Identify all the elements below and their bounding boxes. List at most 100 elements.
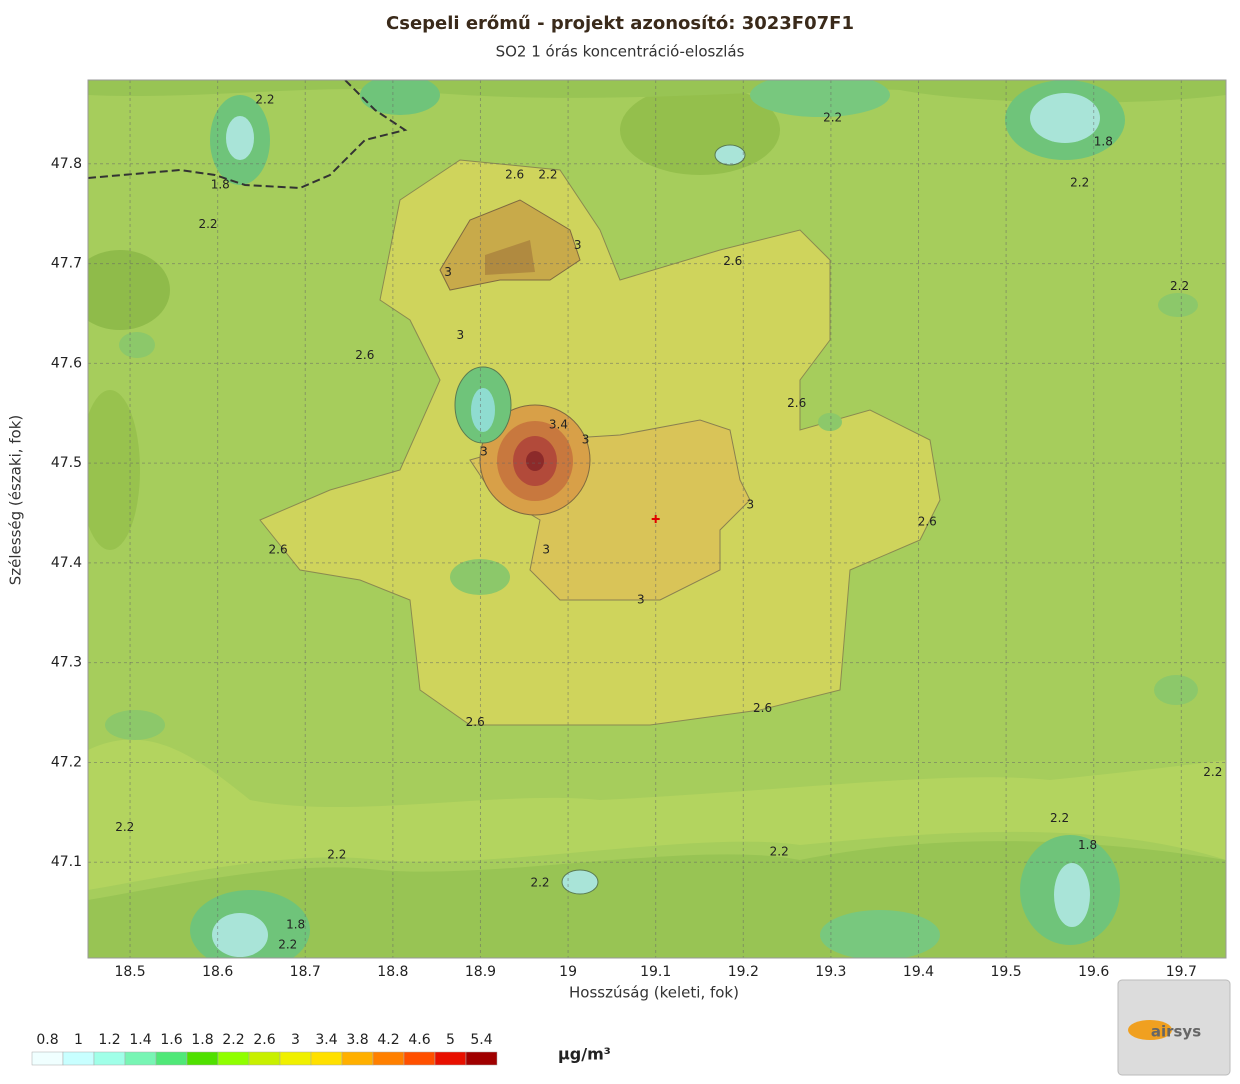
x-tick-label: 19.6 (1078, 964, 1109, 980)
source-marker (651, 515, 660, 523)
low-spot (360, 80, 440, 115)
legend-swatch (372, 1051, 405, 1066)
contour-label: 3 (637, 592, 645, 606)
contour-label: 2.6 (505, 167, 524, 181)
logo-cloud (1128, 1020, 1172, 1040)
contour-label: 2.2 (1203, 765, 1222, 779)
contour-label: 2.2 (530, 876, 549, 890)
legend-swatch (217, 1051, 250, 1066)
contour-label: 3 (542, 542, 550, 556)
legend-swatch (248, 1051, 281, 1066)
legend-label: 4.6 (408, 1032, 430, 1048)
low-spot (1030, 93, 1100, 143)
y-tick-label: 47.8 (51, 156, 82, 172)
legend-label: 1.4 (129, 1032, 151, 1048)
legend-label: 2.2 (222, 1032, 244, 1048)
legend-label: 3.4 (315, 1032, 337, 1048)
legend-swatch (341, 1051, 374, 1066)
legend-swatch (62, 1051, 95, 1066)
x-tick-label: 18.9 (465, 964, 496, 980)
y-axis-title: Szélesség (északi, fok) (7, 415, 25, 586)
low-spot (820, 910, 940, 958)
light-band (88, 739, 1226, 890)
x-tick-label: 19.7 (1166, 964, 1197, 980)
edge-band (88, 841, 1226, 958)
legend-swatch (124, 1051, 157, 1066)
low-spot (561, 869, 599, 895)
boundary-line (88, 80, 408, 190)
low-spot (212, 913, 268, 957)
legend-swatch (403, 1051, 436, 1066)
plot-frame (87, 79, 1227, 959)
contour-label: 2.6 (466, 715, 485, 729)
legend-label: 1.6 (160, 1032, 182, 1048)
low-spot (714, 144, 746, 166)
contour-label: 3 (574, 238, 582, 252)
contour-label: 2.2 (1050, 811, 1069, 825)
contour-label: 3 (444, 265, 452, 279)
low-spot (105, 710, 165, 740)
dark-patch (88, 250, 170, 330)
x-tick-label: 19.3 (815, 964, 846, 980)
legend-label: 4.2 (377, 1032, 399, 1048)
low-spot (450, 559, 510, 595)
logo-box (1117, 979, 1231, 1076)
legend-label: 5.4 (470, 1032, 492, 1048)
low-spot (1054, 863, 1090, 927)
contour-label: 2.2 (255, 92, 274, 106)
contour-label: 2.2 (770, 845, 789, 859)
dark-patch (88, 390, 140, 550)
y-tick-label: 47.2 (51, 754, 82, 770)
legend-label: 1.8 (191, 1032, 213, 1048)
contour-label: 2.2 (823, 110, 842, 124)
contour-label: 3.4 (549, 418, 568, 432)
contour-label: 2.2 (198, 217, 217, 231)
contour-label: 1.8 (211, 177, 230, 191)
y-tick-label: 47.3 (51, 655, 82, 671)
low-spot (119, 332, 155, 358)
x-tick-label: 19.5 (991, 964, 1022, 980)
legend-label: 1.2 (98, 1032, 120, 1048)
x-tick-label: 19.1 (640, 964, 671, 980)
contour-label: 1.8 (286, 918, 305, 932)
contour-label: 2.2 (115, 820, 134, 834)
x-tick-label: 18.7 (290, 964, 321, 980)
legend-swatch (155, 1051, 188, 1066)
y-tick-label: 47.7 (51, 256, 82, 272)
y-tick-label: 47.4 (51, 555, 82, 571)
contour-label: 3 (457, 328, 465, 342)
contour-label: 2.6 (753, 701, 772, 715)
logo-text: airsys (1151, 1023, 1201, 1041)
low-spot (818, 413, 842, 431)
contour-label: 1.8 (1078, 838, 1097, 852)
contour-label: 2.2 (327, 848, 346, 862)
contour-label: 3 (480, 445, 488, 459)
legend-swatch (186, 1051, 219, 1066)
legend-swatch (31, 1051, 64, 1066)
low-spot (1154, 675, 1198, 705)
legend-unit: µg/m³ (558, 1045, 611, 1064)
contour-label: 2.2 (1170, 279, 1189, 293)
contour-field: 2.2 2.6 2.2 3 3 2.6 2.2 1.8 2.2 1.8 2.2 2.2 3 2.6 2.6 3… (88, 80, 1226, 958)
contour-label: 2.6 (269, 542, 288, 556)
legend-label: 1 (74, 1032, 83, 1048)
legend-label: 5 (446, 1032, 455, 1048)
contour-label: 2.6 (355, 348, 374, 362)
legend-swatch (465, 1051, 498, 1066)
legend-swatch (434, 1051, 467, 1066)
legend-label: 3 (291, 1032, 300, 1048)
legend-swatch (310, 1051, 343, 1066)
contour-label: 2.6 (918, 514, 937, 528)
x-axis-title: Hosszúság (keleti, fok) (569, 984, 739, 1002)
legend-label: 2.6 (253, 1032, 275, 1048)
legend-label: 0.8 (36, 1032, 58, 1048)
y-tick-label: 47.5 (51, 455, 82, 471)
contour-label: 2.6 (787, 396, 806, 410)
x-tick-label: 18.5 (114, 964, 145, 980)
x-tick-label: 19.2 (728, 964, 759, 980)
contour-label: 2.2 (1070, 175, 1089, 189)
y-tick-label: 47.6 (51, 355, 82, 371)
title: Csepeli erőmű - projekt azonosító: 3023F… (386, 13, 854, 34)
region-3-4 (485, 240, 535, 275)
